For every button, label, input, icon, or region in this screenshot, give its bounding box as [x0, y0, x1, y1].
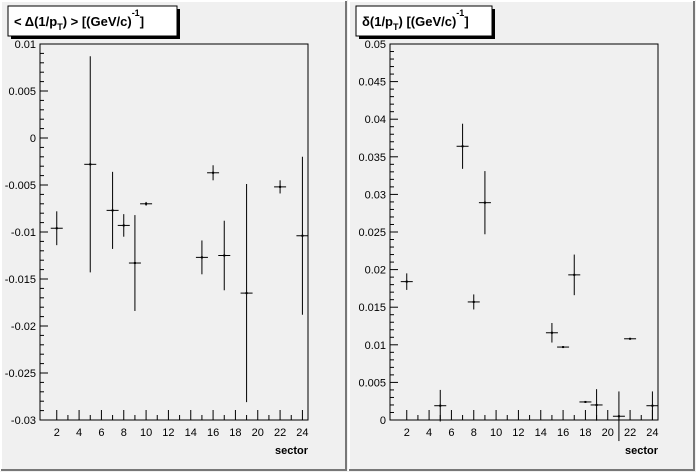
title-part: ] — [140, 14, 144, 29]
y-tick-label: 0.015 — [358, 302, 386, 314]
marker — [245, 292, 248, 295]
title-box: < Δ(1/pT) > [(GeV/c)-1] — [7, 5, 180, 39]
x-tick-label: 4 — [76, 427, 82, 439]
marker — [55, 227, 58, 230]
marker — [651, 404, 654, 407]
marker — [301, 234, 304, 237]
marker — [562, 346, 565, 349]
x-tick-label: 8 — [121, 427, 127, 439]
marker — [122, 224, 125, 227]
x-tick-label: 12 — [512, 427, 524, 439]
y-tick-label: 0.005 — [358, 377, 386, 389]
title-bg — [7, 5, 178, 37]
y-tick-label: 0 — [30, 133, 36, 145]
x-tick-label: 6 — [98, 427, 104, 439]
x-tick-label: 16 — [557, 427, 569, 439]
y-tick-label: -0.005 — [5, 180, 36, 192]
marker — [617, 415, 620, 418]
y-tick-label: 0.01 — [365, 340, 386, 352]
marker — [111, 209, 114, 212]
x-tick-label: 8 — [471, 427, 477, 439]
y-tick-label: 0.05 — [365, 39, 386, 51]
y-tick-label: 0.03 — [365, 189, 386, 201]
marker — [595, 403, 598, 406]
x-tick-label: 10 — [140, 427, 152, 439]
marker — [89, 163, 92, 166]
y-tick-label: 0.005 — [8, 86, 36, 98]
x-tick-label: 22 — [274, 427, 286, 439]
y-tick-label: 0.01 — [15, 39, 36, 51]
panel: 0 0.005 0.01 0.015 0.02 0.025 0.03 0.035 0.04 0.0… — [348, 0, 695, 471]
marker — [573, 273, 576, 276]
marker — [133, 262, 136, 265]
x-tick-label: 14 — [185, 427, 197, 439]
y-tick-label: 0.02 — [365, 265, 386, 277]
x-tick-label: 6 — [448, 427, 454, 439]
y-tick-label: 0.045 — [358, 77, 386, 89]
x-tick-label: 2 — [404, 427, 410, 439]
x-tick-label: 10 — [490, 427, 502, 439]
title-part: ) [(GeV/c) — [399, 14, 457, 29]
y-tick-label: -0.015 — [5, 274, 36, 286]
x-tick-label: 18 — [229, 427, 241, 439]
marker — [212, 171, 215, 174]
x-tick-label: 20 — [252, 427, 264, 439]
pad-shadow — [349, 1, 695, 471]
marker — [405, 280, 408, 283]
x-tick-label: 12 — [162, 427, 174, 439]
x-tick-label: 22 — [624, 427, 636, 439]
x-tick-label: 2 — [54, 427, 60, 439]
marker — [439, 404, 442, 407]
x-tick-label: 20 — [602, 427, 614, 439]
marker — [461, 145, 464, 148]
chart-title: < Δ(1/pT) > [(GeV/c)-1] — [14, 8, 144, 32]
title-part: δ(1/p — [362, 14, 393, 29]
y-tick-label: -0.03 — [11, 415, 36, 427]
title-box: δ(1/pT) [(GeV/c)-1] — [355, 5, 495, 39]
marker — [584, 400, 587, 403]
marker — [200, 256, 203, 259]
title-part: < Δ(1/p — [14, 14, 57, 29]
y-tick-label: 0.04 — [365, 114, 386, 126]
x-axis-label: sector — [625, 445, 659, 457]
marker — [629, 337, 632, 340]
pad-shadow — [1, 1, 347, 471]
title-part: ) > [(GeV/c) — [63, 14, 132, 29]
title-part: ] — [464, 14, 468, 29]
title-bg — [355, 5, 493, 37]
x-tick-label: 16 — [207, 427, 219, 439]
marker — [550, 331, 553, 334]
pad — [348, 0, 695, 471]
title-part: -1 — [132, 8, 140, 18]
x-axis-label: sector — [275, 445, 309, 457]
pad — [0, 0, 347, 471]
marker — [279, 185, 282, 188]
x-tick-label: 4 — [426, 427, 432, 439]
marker — [483, 201, 486, 204]
marker — [145, 202, 148, 205]
y-tick-label: 0.025 — [358, 227, 386, 239]
title-part: T — [393, 22, 399, 32]
chart-title: δ(1/pT) [(GeV/c)-1] — [362, 8, 469, 32]
title-part: -1 — [456, 8, 464, 18]
y-tick-label: 0.035 — [358, 152, 386, 164]
y-tick-label: -0.01 — [11, 227, 36, 239]
y-tick-label: -0.02 — [11, 321, 36, 333]
title-part: T — [57, 22, 63, 32]
panel: -0.03 -0.025 -0.02 -0.015 -0.01 -0.005 0 0.005 0… — [0, 0, 347, 471]
marker — [472, 300, 475, 303]
y-tick-label: -0.025 — [5, 368, 36, 380]
marker — [223, 254, 226, 257]
x-tick-label: 24 — [296, 427, 308, 439]
x-tick-label: 24 — [646, 427, 658, 439]
x-tick-label: 14 — [535, 427, 547, 439]
x-tick-label: 18 — [579, 427, 591, 439]
y-tick-label: 0 — [380, 415, 386, 427]
